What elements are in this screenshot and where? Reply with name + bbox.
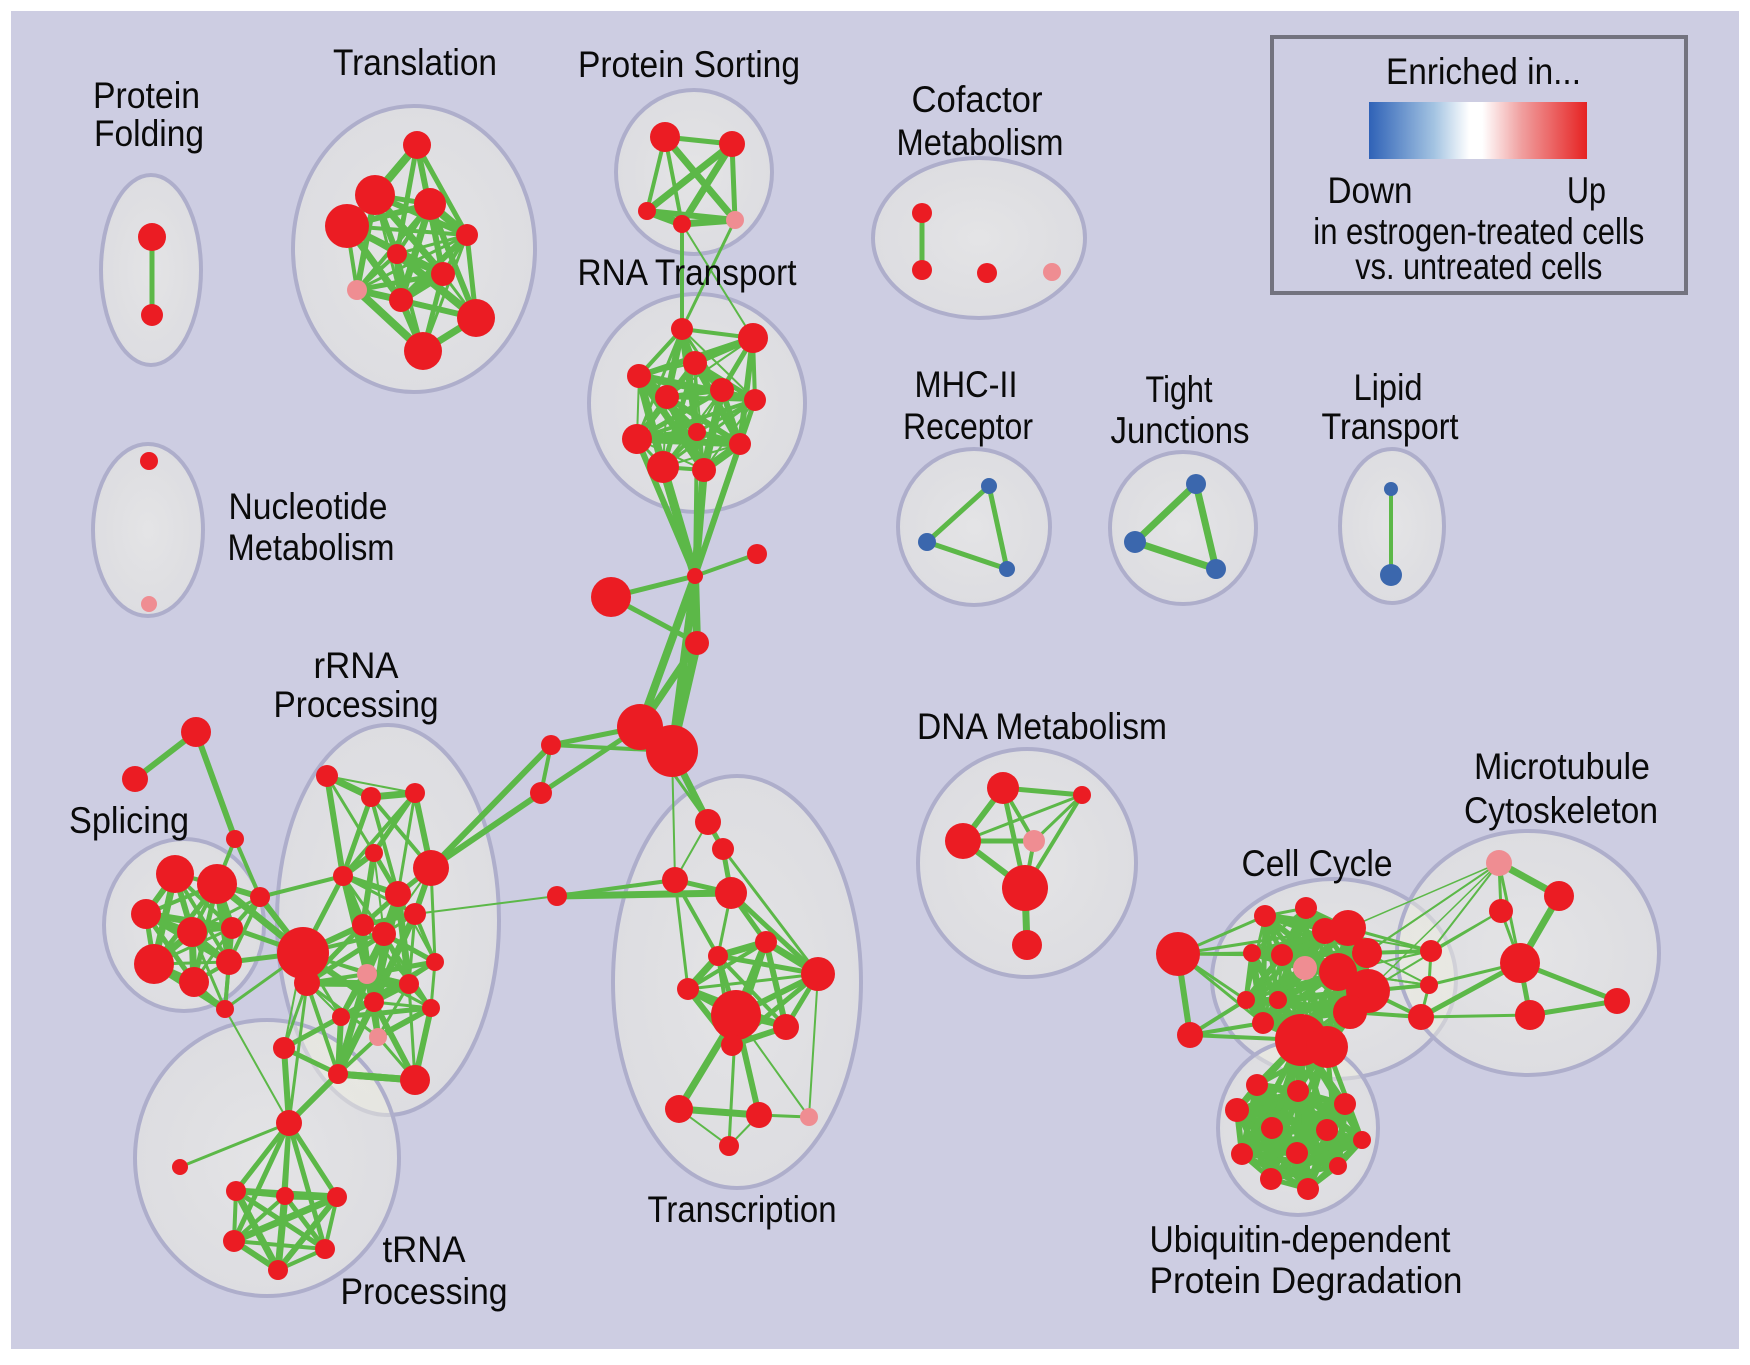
svg-text:Tight: Tight — [1146, 369, 1214, 410]
svg-text:Microtubule: Microtubule — [1474, 746, 1650, 787]
svg-text:rRNA: rRNA — [314, 645, 399, 686]
svg-text:vs. untreated cells: vs. untreated cells — [1355, 246, 1602, 287]
svg-text:Ubiquitin-dependent: Ubiquitin-dependent — [1150, 1219, 1452, 1260]
svg-text:Protein: Protein — [93, 75, 200, 116]
svg-text:DNA Metabolism: DNA Metabolism — [917, 706, 1167, 747]
svg-text:Processing: Processing — [274, 684, 439, 725]
svg-text:Protein Degradation: Protein Degradation — [1150, 1260, 1463, 1301]
svg-text:Transport: Transport — [1322, 406, 1460, 447]
svg-text:Nucleotide: Nucleotide — [229, 486, 388, 527]
svg-text:Folding: Folding — [94, 113, 204, 154]
svg-text:Down: Down — [1328, 170, 1413, 211]
svg-text:Metabolism: Metabolism — [897, 122, 1064, 163]
svg-text:Lipid: Lipid — [1354, 367, 1423, 408]
svg-text:Cofactor: Cofactor — [912, 79, 1043, 120]
svg-text:Transcription: Transcription — [648, 1189, 837, 1230]
svg-text:tRNA: tRNA — [383, 1229, 466, 1270]
svg-text:Enriched in...: Enriched in... — [1386, 51, 1581, 92]
svg-text:Metabolism: Metabolism — [228, 527, 395, 568]
svg-text:Processing: Processing — [341, 1271, 508, 1312]
svg-text:Cytoskeleton: Cytoskeleton — [1464, 790, 1658, 831]
svg-text:Junctions: Junctions — [1111, 410, 1250, 451]
svg-text:RNA Transport: RNA Transport — [578, 252, 798, 293]
svg-text:MHC-II: MHC-II — [915, 364, 1018, 405]
svg-text:Cell Cycle: Cell Cycle — [1242, 843, 1393, 884]
svg-text:Up: Up — [1567, 170, 1606, 211]
svg-text:in estrogen-treated cells: in estrogen-treated cells — [1313, 211, 1644, 252]
svg-text:Protein Sorting: Protein Sorting — [578, 44, 800, 85]
svg-text:Receptor: Receptor — [903, 406, 1033, 447]
svg-text:Translation: Translation — [333, 42, 497, 83]
svg-text:Splicing: Splicing — [69, 800, 189, 841]
